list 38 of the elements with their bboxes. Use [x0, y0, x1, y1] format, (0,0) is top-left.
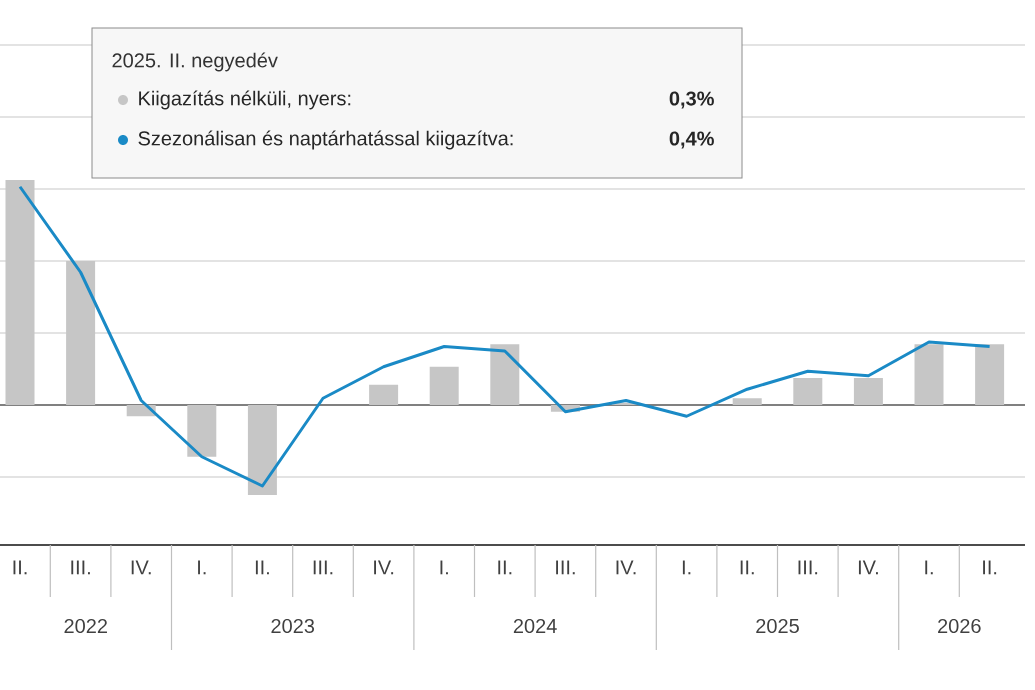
text: 2023	[271, 618, 315, 634]
bar	[975, 344, 1005, 405]
x-tick-label: IV.	[616, 560, 636, 575]
text: 2022	[64, 618, 107, 634]
x-tick-label: III.	[313, 560, 333, 575]
legend-title: 2025. II. negyedév	[112, 52, 278, 72]
text: 2026	[938, 618, 981, 634]
bar	[187, 404, 217, 457]
legend-label: Szezonálisan és naptárhatással kiigazítva:	[138, 130, 513, 150]
x-tick-label: I.	[198, 560, 206, 575]
bar	[490, 344, 520, 405]
bar	[369, 384, 399, 405]
x-tick-label: II.	[740, 560, 754, 575]
bar	[732, 398, 762, 405]
x-tick-label: IV.	[858, 560, 878, 575]
text: 0,4%	[669, 131, 714, 149]
x-tick-label: II.	[13, 560, 27, 575]
bar	[793, 377, 823, 405]
x-tick-label: III.	[556, 560, 575, 575]
x-tick-label: I.	[682, 560, 691, 575]
x-tick-label: I.	[925, 560, 933, 575]
bar	[853, 377, 883, 405]
x-tick-label: II.	[255, 560, 269, 575]
x-tick-label: II.	[498, 560, 512, 575]
text: 0,3%	[669, 91, 714, 109]
legend-label: Kiigazítás nélküli, nyers:	[139, 90, 351, 110]
x-tick-label: IV.	[374, 560, 394, 575]
x-tick-label: III.	[798, 560, 818, 575]
bar	[914, 344, 944, 405]
x-tick-label: IV.	[131, 560, 151, 575]
bar	[66, 260, 96, 405]
x-tick-label: I.	[440, 560, 448, 575]
bar	[429, 366, 459, 405]
text: 2024	[513, 618, 557, 634]
text: 2025	[756, 618, 799, 634]
x-tick-label: III.	[71, 560, 90, 575]
bar	[5, 179, 35, 405]
x-tick-label: II.	[983, 560, 997, 575]
